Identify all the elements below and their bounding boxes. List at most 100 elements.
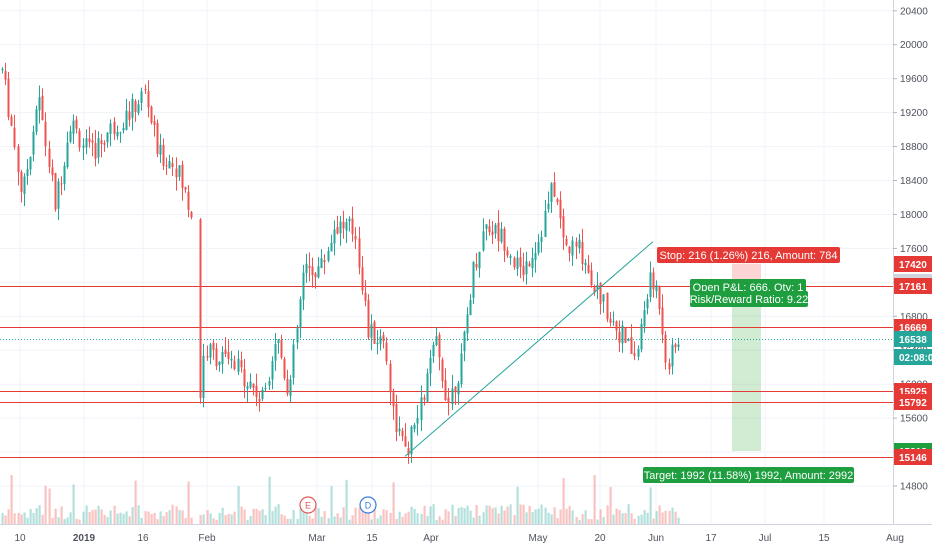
- volume-bar: [562, 478, 565, 524]
- candle-body: [258, 399, 261, 402]
- candle-body: [612, 321, 615, 323]
- candle-body: [584, 262, 587, 266]
- volume-bar: [578, 519, 581, 524]
- volume-bar: [584, 510, 587, 524]
- volume-bar: [147, 511, 150, 524]
- candle-body: [624, 327, 627, 343]
- candle-body: [88, 138, 91, 142]
- candle-body: [559, 199, 562, 219]
- volume-bar: [637, 515, 640, 524]
- volume-bar: [94, 509, 97, 524]
- candle-body: [491, 231, 494, 235]
- dividend-marker[interactable]: [359, 496, 377, 514]
- volume-bar: [20, 514, 23, 524]
- volume-bar: [286, 518, 289, 524]
- volume-bar: [1, 512, 4, 524]
- candle-body: [314, 273, 317, 278]
- candle-body: [482, 231, 485, 251]
- price-label: 15792: [899, 398, 927, 409]
- earnings-marker[interactable]: [299, 496, 317, 514]
- price-label-bg: [894, 394, 932, 410]
- volume-bar: [116, 513, 119, 524]
- candle-body: [178, 165, 181, 177]
- candle-body: [119, 132, 122, 134]
- candle-body: [320, 258, 323, 269]
- volume-bar: [134, 480, 137, 524]
- candle-body: [565, 238, 568, 245]
- price-label: 15925: [899, 387, 927, 398]
- volume-bar: [187, 481, 190, 524]
- volume-bar: [469, 510, 472, 524]
- volume-bar: [571, 510, 574, 524]
- volume-bar: [664, 510, 667, 524]
- volume-bar: [500, 505, 503, 524]
- candle-body: [159, 144, 162, 155]
- candle-body: [351, 218, 354, 235]
- volume-bar: [224, 515, 227, 524]
- volume-bar: [429, 506, 432, 524]
- candle-body: [221, 352, 224, 365]
- candle-body: [348, 218, 351, 222]
- candle-body: [72, 120, 75, 134]
- candle-body: [562, 216, 565, 238]
- volume-bar: [550, 514, 553, 524]
- volume-bar: [336, 513, 339, 524]
- candle-body: [212, 342, 215, 350]
- candle-body: [444, 380, 447, 401]
- volume-bar: [482, 512, 485, 524]
- volume-bar: [60, 506, 63, 524]
- time-tick-label: Jun: [648, 533, 664, 544]
- volume-bar: [292, 509, 295, 524]
- candle-body: [404, 436, 407, 447]
- candle-body: [637, 348, 640, 357]
- volume-bar: [426, 515, 429, 524]
- candle-body: [345, 222, 348, 231]
- volume-bar: [100, 509, 103, 524]
- volume-bar: [178, 510, 181, 524]
- candle-body: [429, 357, 432, 374]
- candle-body: [655, 285, 658, 292]
- ratio-label-bg[interactable]: [690, 291, 808, 307]
- volume-bar: [48, 488, 51, 524]
- volume-bar: [162, 516, 165, 524]
- price-axis[interactable]: 20400 20000 19600 19200 18800 18400 18000 17600…: [893, 0, 932, 550]
- candle-body: [336, 227, 339, 234]
- candle-body: [420, 397, 423, 420]
- time-tick-label: 2019: [73, 533, 96, 544]
- trend-line[interactable]: [404, 241, 654, 457]
- volume-bar: [416, 513, 419, 524]
- volume-bar: [420, 513, 423, 524]
- candle-body: [460, 353, 463, 385]
- volume-bar: [35, 508, 38, 524]
- volume-bar: [153, 512, 156, 524]
- target-label-bg[interactable]: [643, 467, 854, 483]
- price-label-bg: [894, 349, 932, 365]
- price-tick-label: 16800: [900, 312, 928, 323]
- candle-body: [48, 148, 51, 168]
- candle-body: [168, 161, 171, 169]
- time-axis[interactable]: 10 2019 16 Feb Mar 15 Apr May 20 Jun 17 Jul 15 Aug: [0, 524, 932, 545]
- candle-body: [317, 266, 320, 278]
- candle-body: [500, 228, 503, 242]
- volume-bar: [26, 517, 29, 524]
- volume-bar: [212, 518, 215, 524]
- time-tick-label: Mar: [308, 533, 326, 544]
- time-tick-label: 16: [137, 533, 149, 544]
- candle-body: [463, 331, 466, 352]
- stop-label-bg[interactable]: [657, 247, 840, 263]
- volume-bar: [618, 509, 621, 524]
- candle-body: [237, 358, 240, 372]
- candle-body: [243, 369, 246, 387]
- candle-body: [296, 328, 299, 343]
- volume-bar: [314, 507, 317, 524]
- volume-bar: [410, 506, 413, 524]
- trend-line-layer[interactable]: [404, 241, 654, 457]
- volume-bar: [140, 517, 143, 524]
- volume-bar: [227, 513, 230, 524]
- volume-bar: [113, 505, 116, 524]
- volume-bar: [38, 505, 41, 524]
